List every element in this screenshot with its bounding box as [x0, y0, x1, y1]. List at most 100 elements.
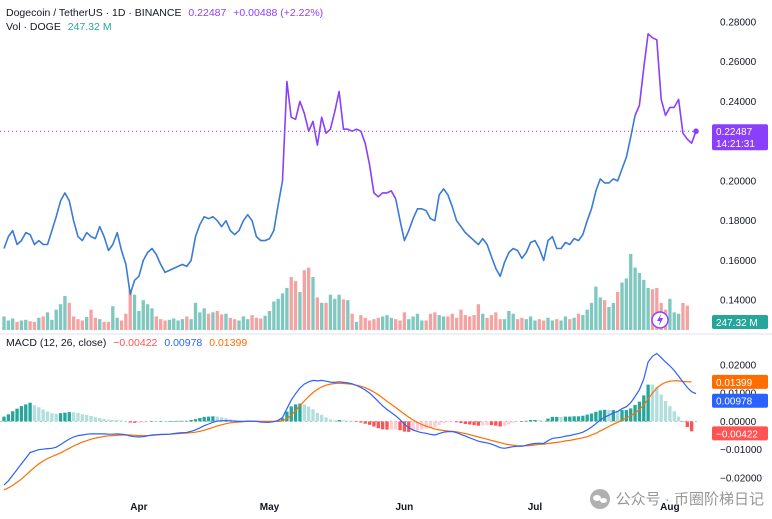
macd-histogram-bar: [428, 421, 433, 429]
macd-tick-label: 0.00000: [720, 417, 757, 428]
macd-histogram-bar: [32, 405, 37, 422]
macd-histogram-bar: [494, 421, 498, 426]
symbol-title: Dogecoin / TetherUS · 1D · BINANCE: [6, 7, 182, 19]
volume-bar: [54, 309, 58, 330]
volume-bar: [237, 320, 241, 330]
volume-bar: [41, 316, 45, 330]
volume-bar: [189, 319, 193, 330]
volume-bar: [185, 316, 189, 330]
macd-histogram-bar: [450, 421, 454, 422]
volume-bar: [337, 294, 341, 330]
macd-histogram-bar: [655, 386, 659, 422]
volume-bar: [607, 306, 611, 330]
macd-histogram-bar: [394, 421, 398, 430]
volume-bar: [206, 313, 211, 330]
wechat-icon: [589, 488, 610, 509]
price-change: +0.00488 (+2.22%): [233, 7, 324, 19]
volume-bar: [267, 311, 272, 330]
volume-bar: [241, 316, 246, 330]
macd-histogram-bar: [542, 420, 546, 422]
price-line-segment: [281, 80, 397, 200]
macd-histogram-bar: [568, 416, 572, 422]
volume-bar: [63, 296, 67, 330]
macd-histogram-bar: [311, 409, 315, 422]
volume-bar: [324, 302, 328, 330]
macd-histogram-bar: [620, 410, 624, 422]
volume-bar: [415, 313, 420, 330]
watermark-text: 公众号 · 币圈阶梯日记: [615, 491, 764, 508]
macd-histogram-bar: [211, 416, 215, 422]
volume-bar: [642, 279, 646, 330]
macd-line: [3, 352, 697, 486]
macd-histogram-bar: [106, 419, 111, 422]
volume-bar: [202, 308, 206, 330]
volume-bar: [546, 317, 550, 330]
macd-histogram-bar: [676, 416, 681, 422]
volume-bar: [176, 320, 180, 330]
lightning-icon: [651, 311, 669, 329]
macd-histogram-bar: [224, 418, 228, 422]
macd-histogram-bar: [302, 404, 306, 422]
macd-histogram-bar: [533, 420, 537, 422]
volume-bar: [681, 302, 685, 330]
volume-bar: [502, 319, 507, 330]
macd-histogram-bar: [193, 419, 198, 422]
volume-bar: [285, 287, 289, 330]
macd-histogram-bar: [555, 416, 559, 422]
volume-bar: [433, 312, 437, 330]
macd-histogram-bar: [145, 421, 150, 422]
volume-bar: [128, 289, 132, 330]
volume-bar: [350, 313, 354, 330]
volume-bar: [259, 318, 263, 330]
volume-bar: [359, 315, 363, 330]
macd-histogram-bar: [328, 419, 333, 422]
price-line-segment: [3, 180, 284, 295]
macd-histogram-bar: [437, 421, 441, 426]
volume-bar: [2, 316, 6, 330]
volume-bar: [180, 319, 185, 330]
volume-bar: [542, 320, 546, 330]
volume-bar: [446, 316, 450, 330]
price-axis: 0.280000.260000.240000.220000.200000.180…: [720, 17, 762, 484]
signal-tag: 0.01399: [712, 374, 768, 389]
macd-histogram-bar: [6, 414, 11, 422]
macd-histogram-bar: [45, 411, 50, 422]
macd-histogram-bar: [337, 420, 341, 422]
volume-bar: [28, 321, 32, 330]
volume-bar: [272, 301, 276, 330]
macd-histogram-bar: [128, 421, 132, 423]
volume-bar: [320, 302, 324, 330]
volume-bar: [389, 317, 394, 330]
volume-bar: [620, 282, 624, 330]
macd-histogram-bar: [189, 420, 193, 422]
hist-tag-bg: [712, 426, 768, 441]
macd-histogram-bar: [15, 408, 19, 422]
macd-histogram-bar: [172, 421, 176, 422]
volume-bar: [611, 302, 615, 330]
volume-bar: [672, 312, 676, 330]
last-price: 0.22487: [188, 7, 227, 19]
macd-histogram-bar: [315, 412, 320, 422]
volume-bar: [563, 316, 568, 330]
macd-histogram-bar: [80, 414, 85, 422]
volume-bar: [372, 319, 376, 330]
volume-bar: [450, 313, 454, 330]
macd-histogram-bar: [298, 403, 302, 422]
volume-bar: [633, 267, 637, 330]
macd-histogram-bar: [611, 410, 615, 422]
macd-histogram-bar: [98, 418, 102, 422]
price-tick-label: 0.28000: [720, 17, 757, 28]
macd-histogram-bar: [372, 421, 376, 427]
volume-bar: [380, 316, 385, 330]
volume-bar: [102, 321, 106, 330]
macd-histogram-bar: [71, 412, 76, 422]
macd-histogram-bar: [54, 413, 58, 422]
macd-histogram-bar: [420, 421, 424, 430]
volume-bar: [80, 320, 85, 330]
volume-bar: [6, 320, 11, 330]
volume-bar: [411, 316, 415, 330]
volume-bar: [637, 273, 642, 330]
volume-bar: [141, 300, 145, 330]
volume-bar: [98, 319, 102, 330]
